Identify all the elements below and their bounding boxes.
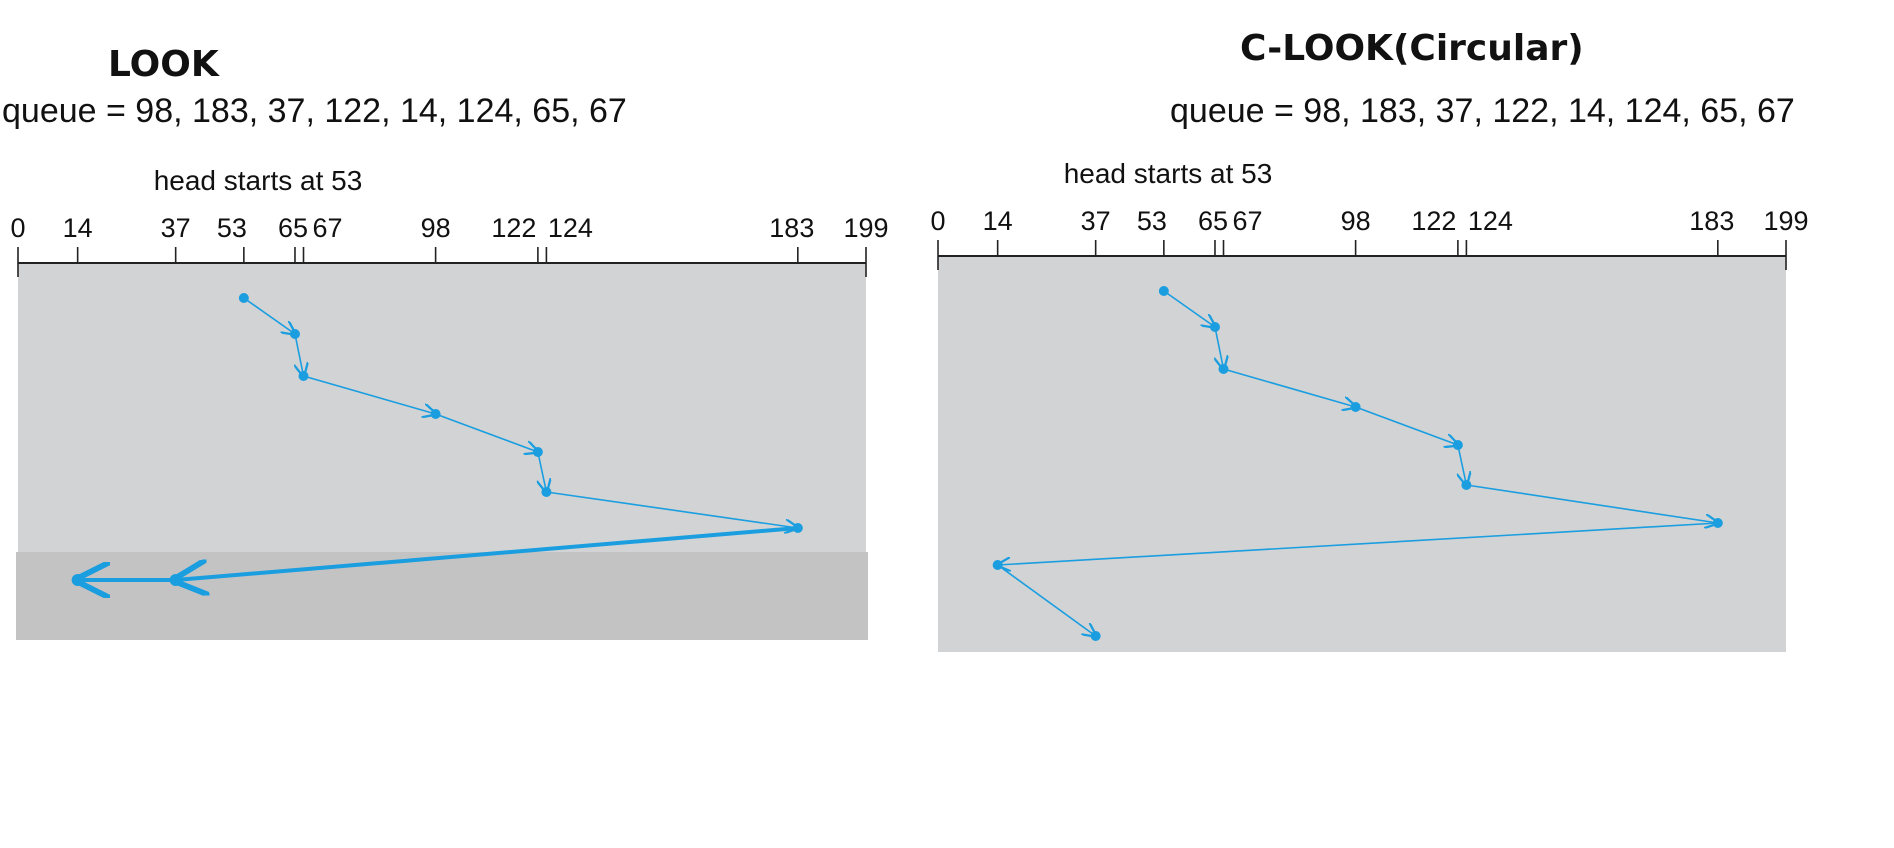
tick-label: 122: [1411, 206, 1456, 236]
tick-label: 124: [1468, 206, 1513, 236]
tick-label: 122: [491, 213, 536, 243]
request-point: [1209, 322, 1220, 332]
request-point: [992, 560, 1003, 570]
tick-label: 14: [63, 213, 93, 243]
tick-label: 199: [1763, 206, 1808, 236]
tick-label: 37: [161, 213, 191, 243]
request-point: [298, 371, 309, 381]
head-start-label: head starts at 53: [1064, 158, 1273, 189]
seek-segment: [538, 451, 547, 492]
tick-label: 183: [1689, 206, 1734, 236]
seek-segment: [435, 413, 538, 452]
tick-label: 53: [217, 213, 247, 243]
seek-segment: [1163, 290, 1215, 327]
tick-label: 65: [1198, 206, 1228, 236]
seek-segment: [1223, 368, 1356, 407]
seek-segment: [295, 333, 304, 376]
seek-segment: [243, 297, 295, 334]
seek-segment: [998, 522, 1718, 565]
request-point: [238, 293, 249, 303]
clook-panel: C-LOOK(Circular) queue = 98, 183, 37, 12…: [920, 0, 1820, 848]
tick-label: 67: [312, 213, 342, 243]
tick-label: 14: [983, 206, 1013, 236]
request-point: [1218, 364, 1229, 374]
request-point: [1350, 402, 1361, 412]
head-start-label: head starts at 53: [154, 165, 363, 196]
clook-diagram: head starts at 53 0 14 37 53 65 67 98 122 124 183 1…: [930, 158, 1809, 652]
request-point: [532, 447, 543, 457]
tick-label: 0: [930, 206, 945, 236]
request-point: [430, 409, 441, 419]
look-queue-text: queue = 98, 183, 37, 122, 14, 124, 65, 6…: [2, 92, 627, 130]
diagram-background: [938, 256, 1786, 652]
look-panel: LOOK queue = 98, 183, 37, 122, 14, 124, …: [0, 0, 900, 848]
seek-segment: [1355, 406, 1458, 445]
seek-segment: [997, 564, 1096, 636]
tick-label: 98: [421, 213, 451, 243]
return-sweep-band: [16, 552, 868, 640]
tick-label: 98: [1341, 206, 1371, 236]
tick-label: 199: [843, 213, 888, 243]
request-point: [1158, 286, 1169, 296]
tick-label: 0: [10, 213, 25, 243]
request-point: [792, 523, 803, 533]
request-point: [1712, 518, 1723, 528]
seek-segment: [1215, 326, 1224, 369]
tick-label: 124: [548, 213, 593, 243]
tick-label: 183: [769, 213, 814, 243]
request-point: [1090, 631, 1101, 641]
request-point: [289, 329, 300, 339]
request-point: [71, 574, 84, 586]
clook-queue-text: queue = 98, 183, 37, 122, 14, 124, 65, 6…: [1170, 92, 1795, 130]
tick-label: 65: [278, 213, 308, 243]
seek-segment: [1458, 444, 1467, 485]
look-title: LOOK: [108, 44, 219, 85]
tick-label: 67: [1232, 206, 1262, 236]
seek-segment: [176, 526, 798, 580]
tick-label: 37: [1081, 206, 1111, 236]
request-point: [169, 574, 182, 586]
seek-segment: [546, 491, 797, 528]
request-point: [1452, 440, 1463, 450]
tick-label: 53: [1137, 206, 1167, 236]
seek-segment: [1466, 484, 1717, 523]
seek-segment: [303, 375, 436, 414]
look-diagram: head starts at 53 0 14 37 53 65 67 98 122 124 183 1…: [10, 165, 889, 640]
request-point: [1461, 480, 1472, 490]
clook-title: C-LOOK(Circular): [1240, 28, 1584, 69]
request-point: [541, 487, 552, 497]
